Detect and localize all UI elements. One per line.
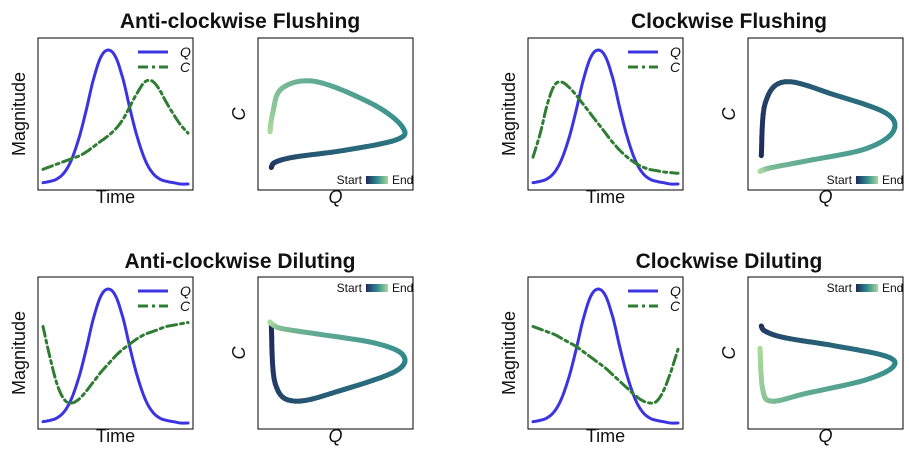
y-axis-label: Magnitude (9, 72, 29, 156)
colorbar-swatch (856, 176, 878, 184)
legend-label: C (670, 298, 681, 314)
x-axis-label: Q (818, 187, 832, 207)
series-line-Q (41, 287, 190, 425)
colorbar-start-label: Start (827, 173, 853, 187)
x-axis-label: Q (328, 187, 342, 207)
legend-label: Q (180, 44, 191, 60)
x-axis-label: Q (818, 426, 832, 446)
time-axes-frame (527, 276, 684, 430)
series-line-C (41, 321, 190, 405)
x-axis-label: Time (96, 187, 135, 207)
x-axis-label: Q (328, 426, 342, 446)
time-axes-frame (527, 37, 684, 191)
colorbar-start-label: Start (337, 173, 363, 187)
series-line-Q (531, 48, 680, 186)
colorbar-end-label: End (392, 173, 413, 187)
y-axis-label: C (719, 346, 739, 360)
legend-label: Q (670, 44, 681, 60)
legend-label: Q (180, 283, 191, 299)
x-axis-label: Time (586, 426, 625, 446)
x-axis-label: Time (586, 187, 625, 207)
legend-label: C (670, 59, 681, 75)
series-line-Q (531, 287, 680, 425)
phase-panel: Start End Q C (719, 37, 904, 207)
time-panel: QC Time Magnitude (9, 37, 194, 207)
series-line-Q (41, 48, 190, 186)
phase-axes-frame (257, 37, 414, 191)
phase-axes-frame (747, 276, 904, 430)
y-axis-label: Magnitude (9, 311, 29, 395)
time-panel: QC Time Magnitude (499, 276, 684, 446)
y-axis-label: C (229, 346, 249, 360)
x-axis-label: Time (96, 426, 135, 446)
phase-axes-frame (747, 37, 904, 191)
series-line-C (41, 78, 190, 171)
subplot-title: Anti-clockwise Flushing (120, 10, 360, 33)
legend-label: C (180, 59, 191, 75)
colorbar-swatch (856, 284, 878, 292)
time-panel: QC Time Magnitude (499, 37, 684, 207)
legend-label: C (180, 298, 191, 314)
subplot-title: Anti-clockwise Diluting (124, 250, 355, 273)
phase-panel: Start End Q C (229, 276, 414, 446)
phase-panel: Start End Q C (229, 37, 414, 207)
y-axis-label: C (229, 107, 249, 121)
y-axis-label: Magnitude (499, 72, 519, 156)
y-axis-label: C (719, 107, 739, 121)
colorbar-start-label: Start (827, 281, 853, 295)
colorbar-swatch (366, 284, 388, 292)
subplot-title: Clockwise Diluting (636, 250, 823, 273)
subplot-title: Clockwise Flushing (631, 10, 827, 33)
legend-label: Q (670, 283, 681, 299)
series-line-C (531, 325, 680, 405)
y-axis-label: Magnitude (499, 311, 519, 395)
colorbar-end-label: End (392, 281, 413, 295)
colorbar-end-label: End (882, 173, 903, 187)
colorbar-start-label: Start (337, 281, 363, 295)
phase-axes-frame (257, 276, 414, 430)
time-axes-frame (37, 276, 194, 430)
subplot-3: Anti-clockwise DilutingQCTimeMagnitudeSt… (9, 250, 414, 446)
colorbar-swatch (366, 176, 388, 184)
colorbar-end-label: End (882, 281, 903, 295)
series-line-C (531, 80, 680, 175)
phase-panel: Start End Q C (719, 276, 904, 446)
time-panel: QC Time Magnitude (9, 276, 194, 446)
subplot-1: Anti-clockwise FlushingQCTimeMagnitudeSt… (9, 10, 414, 207)
time-axes-frame (37, 37, 194, 191)
